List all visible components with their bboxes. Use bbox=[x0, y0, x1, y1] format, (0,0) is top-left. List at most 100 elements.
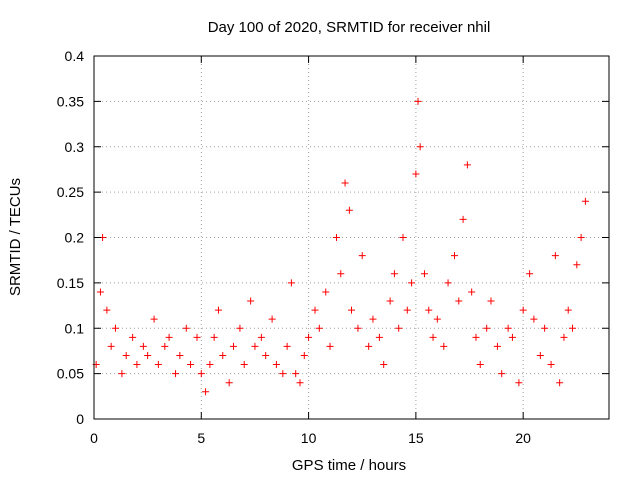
data-point bbox=[541, 324, 549, 332]
data-point bbox=[197, 370, 205, 378]
data-point bbox=[296, 379, 304, 387]
data-point bbox=[504, 324, 512, 332]
data-point bbox=[412, 170, 420, 178]
data-point bbox=[536, 351, 544, 359]
data-point bbox=[547, 361, 555, 369]
data-point bbox=[369, 315, 377, 323]
y-tick-label: 0.35 bbox=[57, 93, 84, 109]
y-tick-label: 0.1 bbox=[65, 320, 85, 336]
data-point bbox=[519, 306, 527, 314]
data-point bbox=[455, 297, 463, 305]
data-point bbox=[133, 361, 141, 369]
data-point bbox=[103, 306, 111, 314]
data-point bbox=[564, 306, 572, 314]
data-points bbox=[92, 97, 589, 396]
data-point bbox=[476, 361, 484, 369]
data-point bbox=[150, 315, 158, 323]
data-point bbox=[172, 370, 180, 378]
data-point bbox=[247, 297, 255, 305]
data-point bbox=[165, 333, 173, 341]
data-point bbox=[111, 324, 119, 332]
data-point bbox=[440, 342, 448, 350]
data-point bbox=[569, 324, 577, 332]
data-point bbox=[202, 388, 210, 396]
data-point bbox=[414, 97, 422, 105]
data-point bbox=[354, 324, 362, 332]
data-point bbox=[386, 297, 394, 305]
data-point bbox=[526, 270, 534, 278]
data-point bbox=[262, 351, 270, 359]
data-point bbox=[268, 315, 276, 323]
data-point bbox=[122, 351, 130, 359]
data-point bbox=[358, 252, 366, 260]
data-point bbox=[556, 379, 564, 387]
data-point bbox=[315, 324, 323, 332]
data-point bbox=[257, 333, 265, 341]
data-point bbox=[251, 342, 259, 350]
data-point bbox=[508, 333, 516, 341]
data-point bbox=[305, 333, 313, 341]
data-point bbox=[459, 215, 467, 223]
data-point bbox=[345, 206, 353, 214]
data-point bbox=[300, 351, 308, 359]
data-point bbox=[444, 279, 452, 287]
data-point bbox=[581, 197, 589, 205]
data-point bbox=[433, 315, 441, 323]
y-tick-label: 0.2 bbox=[65, 230, 85, 246]
data-point bbox=[182, 324, 190, 332]
data-point bbox=[118, 370, 126, 378]
y-tick-label: 0.15 bbox=[57, 275, 84, 291]
data-point bbox=[416, 143, 424, 151]
data-point bbox=[279, 370, 287, 378]
data-point bbox=[390, 270, 398, 278]
data-point bbox=[395, 324, 403, 332]
grid-lines bbox=[94, 56, 609, 419]
data-point bbox=[287, 279, 295, 287]
data-point bbox=[322, 288, 330, 296]
data-point bbox=[193, 333, 201, 341]
data-point bbox=[472, 333, 480, 341]
data-point bbox=[236, 324, 244, 332]
data-point bbox=[272, 361, 280, 369]
data-point bbox=[463, 161, 471, 169]
data-point bbox=[187, 361, 195, 369]
data-point bbox=[107, 342, 115, 350]
data-point bbox=[498, 370, 506, 378]
data-point bbox=[408, 279, 416, 287]
data-point bbox=[375, 333, 383, 341]
axis-ticks bbox=[93, 55, 609, 420]
data-point bbox=[483, 324, 491, 332]
x-tick-label: 0 bbox=[90, 430, 98, 446]
tick-labels: 0 0.05 0.1 0.15 0.2 0.25 0.3 0.35 0.4 0 5 10 15 20 bbox=[57, 48, 531, 446]
x-tick-label: 15 bbox=[408, 430, 424, 446]
y-tick-label: 0.05 bbox=[57, 366, 84, 382]
data-point bbox=[337, 270, 345, 278]
data-point bbox=[468, 288, 476, 296]
x-tick-label: 10 bbox=[301, 430, 317, 446]
data-point bbox=[425, 306, 433, 314]
data-point bbox=[573, 261, 581, 269]
y-tick-label: 0.4 bbox=[65, 48, 85, 64]
data-point bbox=[283, 342, 291, 350]
chart-title: Day 100 of 2020, SRMTID for receiver nhi… bbox=[208, 19, 491, 36]
x-tick-label: 20 bbox=[515, 430, 531, 446]
data-point bbox=[380, 361, 388, 369]
data-point bbox=[332, 234, 340, 241]
y-axis-label: SRMTID / TECUs bbox=[7, 178, 24, 296]
data-point bbox=[219, 351, 227, 359]
data-point bbox=[487, 297, 495, 305]
data-point bbox=[139, 342, 147, 350]
data-point bbox=[530, 315, 538, 323]
data-point bbox=[292, 370, 300, 378]
data-point bbox=[229, 342, 237, 350]
data-point bbox=[429, 333, 437, 341]
data-point bbox=[214, 306, 222, 314]
data-point bbox=[326, 342, 334, 350]
data-point bbox=[210, 333, 218, 341]
data-point bbox=[225, 379, 233, 387]
data-point bbox=[176, 351, 184, 359]
data-point bbox=[515, 379, 523, 387]
data-point bbox=[348, 306, 355, 314]
